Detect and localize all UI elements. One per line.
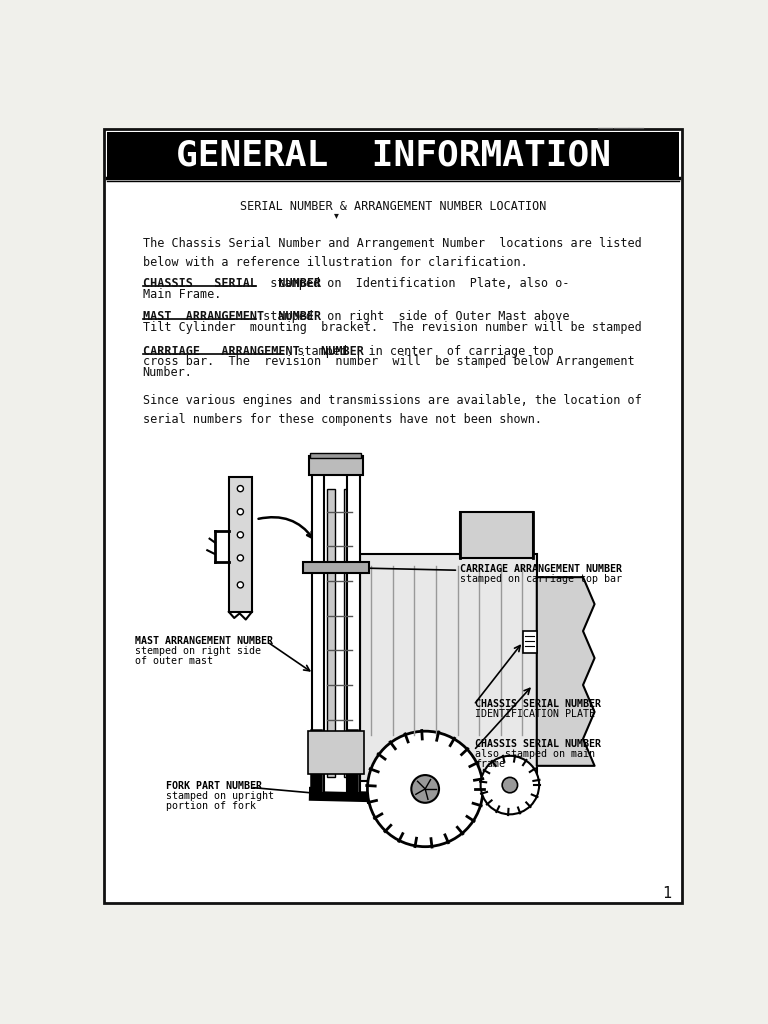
Bar xyxy=(310,454,361,458)
Polygon shape xyxy=(537,578,594,766)
Text: stamped on  Identification  Plate, also o-: stamped on Identification Plate, also o- xyxy=(257,276,570,290)
Text: MAST ARRANGEMENT NUMBER: MAST ARRANGEMENT NUMBER xyxy=(135,636,273,646)
Text: cross bar.  The  revision  number  will  be stamped below Arrangement: cross bar. The revision number will be s… xyxy=(143,355,634,369)
Bar xyxy=(344,488,352,777)
Bar xyxy=(359,554,537,781)
Circle shape xyxy=(237,582,243,588)
Bar xyxy=(308,731,363,773)
Bar xyxy=(108,132,678,177)
Text: MAST  ARRANGEMENT  NUMBER: MAST ARRANGEMENT NUMBER xyxy=(143,310,321,323)
Bar xyxy=(327,488,335,777)
Text: stemped on right side: stemped on right side xyxy=(135,646,261,655)
Text: The Chassis Serial Number and Arrangement Number  locations are listed
below wit: The Chassis Serial Number and Arrangemen… xyxy=(143,237,641,269)
Text: stamped on carriage top bar: stamped on carriage top bar xyxy=(460,574,622,584)
Text: IDENTIFICATION PLATE: IDENTIFICATION PLATE xyxy=(475,709,595,719)
Text: 1: 1 xyxy=(663,886,671,900)
Text: FORK PART NUMBER: FORK PART NUMBER xyxy=(166,781,262,792)
Text: CHASSIS SERIAL NUMBER: CHASSIS SERIAL NUMBER xyxy=(475,739,601,749)
Bar xyxy=(309,457,362,475)
Bar xyxy=(312,473,324,793)
Bar xyxy=(460,512,533,558)
Circle shape xyxy=(412,775,439,803)
Circle shape xyxy=(502,777,518,793)
Bar xyxy=(347,473,359,793)
Text: GENERAL  INFORMATION: GENERAL INFORMATION xyxy=(176,139,611,173)
Text: also stamped on main: also stamped on main xyxy=(475,749,595,759)
Text: CHASSIS SERIAL NUMBER: CHASSIS SERIAL NUMBER xyxy=(475,698,601,709)
Bar xyxy=(229,477,252,611)
Text: Since various engines and transmissions are available, the location of
serial nu: Since various engines and transmissions … xyxy=(143,394,641,426)
Circle shape xyxy=(237,531,243,538)
Text: stamped   in center  of carriage top: stamped in center of carriage top xyxy=(283,345,554,357)
Text: of outer mast: of outer mast xyxy=(135,655,213,666)
Text: SERIAL NUMBER & ARRANGEMENT NUMBER LOCATION: SERIAL NUMBER & ARRANGEMENT NUMBER LOCAT… xyxy=(240,200,547,213)
Text: Number.: Number. xyxy=(143,367,193,379)
Text: portion of fork: portion of fork xyxy=(166,801,256,811)
Circle shape xyxy=(237,555,243,561)
Text: CHASSIS   SERIAL   NUMBER: CHASSIS SERIAL NUMBER xyxy=(143,276,321,290)
Text: Main Frame.: Main Frame. xyxy=(143,288,221,301)
Circle shape xyxy=(481,756,539,814)
Text: frame: frame xyxy=(475,759,505,769)
Text: stamped  on right  side of Outer Mast above: stamped on right side of Outer Mast abov… xyxy=(257,310,570,323)
Circle shape xyxy=(237,509,243,515)
Text: Tilt Cylinder  mounting  bracket.  The revision number will be stamped: Tilt Cylinder mounting bracket. The revi… xyxy=(143,321,641,334)
Bar xyxy=(303,562,369,572)
Text: CARRIAGE ARRANGEMENT NUMBER: CARRIAGE ARRANGEMENT NUMBER xyxy=(460,564,622,574)
Circle shape xyxy=(367,731,483,847)
Text: CARRIAGE   ARRANGEMENT   NUMBER: CARRIAGE ARRANGEMENT NUMBER xyxy=(143,345,363,357)
Circle shape xyxy=(237,485,243,492)
Text: ▾: ▾ xyxy=(334,210,339,220)
Bar xyxy=(523,631,537,652)
Text: stamped on upright: stamped on upright xyxy=(166,792,273,801)
